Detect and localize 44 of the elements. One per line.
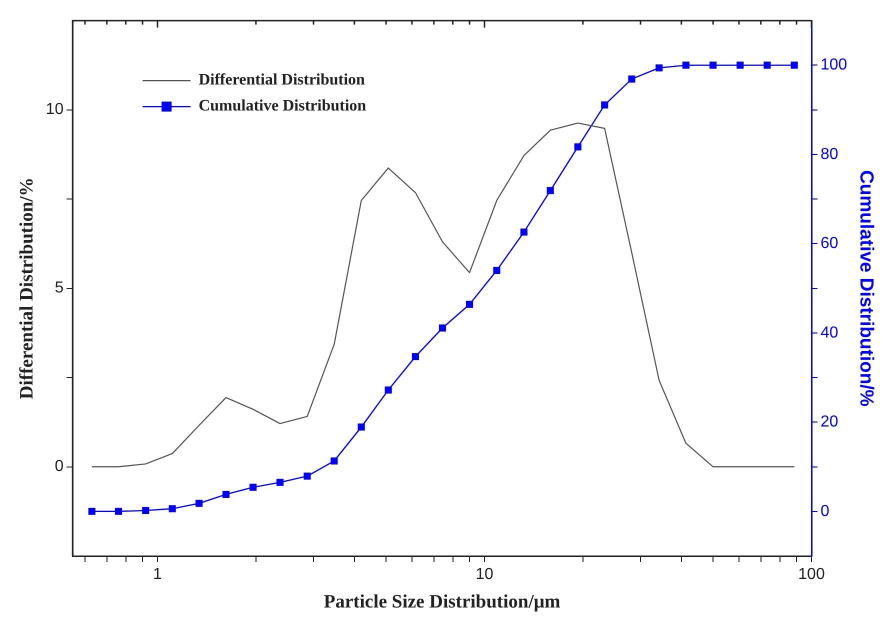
x-axis-title: Particle Size Distribution/μm — [324, 592, 561, 613]
y2-tick-label: 100 — [820, 56, 848, 74]
point — [222, 490, 230, 498]
point — [196, 500, 203, 507]
point — [710, 62, 717, 69]
legend-label: Cumulative Distribution — [198, 98, 366, 115]
point — [601, 101, 608, 108]
point — [764, 62, 771, 69]
y-tick-label: 5 — [54, 280, 64, 297]
point — [438, 324, 446, 332]
point — [628, 76, 636, 83]
point — [358, 424, 365, 431]
point — [546, 187, 554, 194]
y-tick-label: 10 — [46, 101, 64, 118]
y2-tick-label: 40 — [820, 324, 838, 342]
y2-tick-label: 80 — [820, 146, 838, 163]
x-tick-label: 1 — [153, 566, 162, 584]
point — [790, 62, 798, 69]
y-axis-title: Differential Distribution/% — [16, 177, 38, 400]
point — [304, 472, 311, 480]
point — [682, 62, 690, 69]
point — [250, 484, 257, 491]
point — [466, 300, 474, 308]
point — [520, 228, 528, 236]
point — [168, 505, 176, 512]
point — [656, 64, 663, 72]
point — [276, 478, 284, 486]
y2-tick-label: 0 — [820, 502, 830, 520]
y2-axis-title: Cumulative Distribution/% — [855, 170, 876, 407]
y-tick-label: 0 — [54, 458, 64, 476]
point — [114, 508, 122, 515]
point — [574, 143, 582, 150]
point — [384, 386, 392, 394]
y2-tick-label: 20 — [820, 414, 838, 431]
point — [142, 506, 150, 514]
x-tick-label: 100 — [798, 566, 825, 584]
point — [88, 508, 96, 515]
point — [493, 266, 500, 274]
point — [412, 353, 419, 360]
x-tick-label: 10 — [476, 566, 494, 584]
point — [330, 457, 338, 464]
legend-label: Differential Distribution — [198, 72, 366, 89]
point — [736, 62, 744, 69]
y2-tick-label: 60 — [820, 235, 838, 252]
